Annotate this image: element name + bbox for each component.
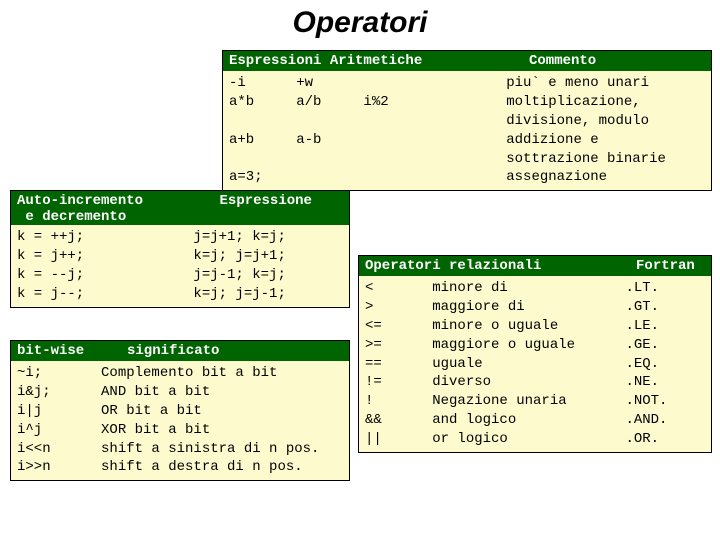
- relational-header: Operatori relazionali Fortran: [359, 256, 711, 276]
- bitwise-header-right: significato: [127, 343, 287, 359]
- arith-header-comment: Commento: [529, 53, 699, 69]
- arithmetic-table: Espressioni Aritmetiche Commento -i +w p…: [222, 50, 712, 191]
- autoinc-body: k = ++j; j=j+1; k=j; k = j++; k=j; j=j+1…: [11, 225, 349, 307]
- bitwise-table: bit-wise significato ~i; Complemento bit…: [10, 340, 350, 481]
- bitwise-header: bit-wise significato: [11, 341, 349, 361]
- bitwise-header-left: bit-wise: [17, 343, 127, 359]
- autoinc-header-left: Auto-incremento e decremento: [17, 193, 220, 225]
- relational-table: Operatori relazionali Fortran < minore d…: [358, 255, 712, 453]
- relational-header-right: Fortran: [636, 258, 705, 274]
- autoinc-header-right: Espressione: [220, 193, 343, 225]
- autoinc-header: Auto-incremento e decremento Espressione: [11, 191, 349, 225]
- bitwise-body: ~i; Complemento bit a bit i&j; AND bit a…: [11, 361, 349, 480]
- relational-header-left: Operatori relazionali: [365, 258, 636, 274]
- arithmetic-header: Espressioni Aritmetiche Commento: [223, 51, 711, 71]
- page-title: Operatori: [0, 0, 720, 46]
- arith-header-expr: Espressioni Aritmetiche: [229, 53, 529, 69]
- autoinc-table: Auto-incremento e decremento Espressione…: [10, 190, 350, 308]
- relational-body: < minore di .LT. > maggiore di .GT. <= m…: [359, 276, 711, 452]
- arithmetic-body: -i +w piu` e meno unari a*b a/b i%2 molt…: [223, 71, 711, 190]
